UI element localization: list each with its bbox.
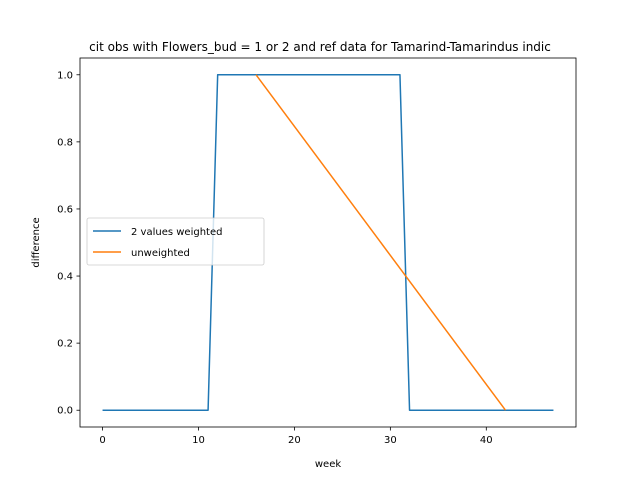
y-tick-label: 0.0 (57, 406, 73, 417)
x-tick-label: 0 (99, 435, 105, 446)
x-axis-label: week (315, 459, 341, 470)
x-tick-label: 40 (480, 435, 493, 446)
y-tick-label: 1.0 (57, 70, 73, 81)
chart-title: cit obs with Flowers_bud = 1 or 2 and re… (89, 40, 551, 54)
axes-border (79, 57, 577, 428)
series-line-weighted (102, 74, 554, 411)
legend-label-unweighted: unweighted (131, 248, 190, 259)
y-tick-label: 0.2 (57, 339, 73, 350)
series-line-unweighted (255, 74, 507, 411)
y-axis: 0.0 0.2 0.4 0.6 0.8 1.0 (57, 70, 80, 417)
x-axis: 0 10 20 30 40 (99, 427, 493, 446)
legend-box (86, 217, 265, 266)
series-layer (102, 74, 554, 411)
x-tick-label: 10 (192, 435, 205, 446)
y-tick-label: 0.6 (57, 204, 73, 215)
x-tick-label: 30 (384, 435, 397, 446)
x-tick-label: 20 (288, 435, 301, 446)
y-tick-label: 0.4 (57, 272, 73, 283)
legend-label-weighted: 2 values weighted (131, 227, 222, 238)
legend: 2 values weighted unweighted (86, 217, 265, 266)
axes-spines (79, 57, 577, 428)
y-tick-label: 0.8 (57, 137, 73, 148)
y-axis-label: difference (31, 217, 42, 267)
